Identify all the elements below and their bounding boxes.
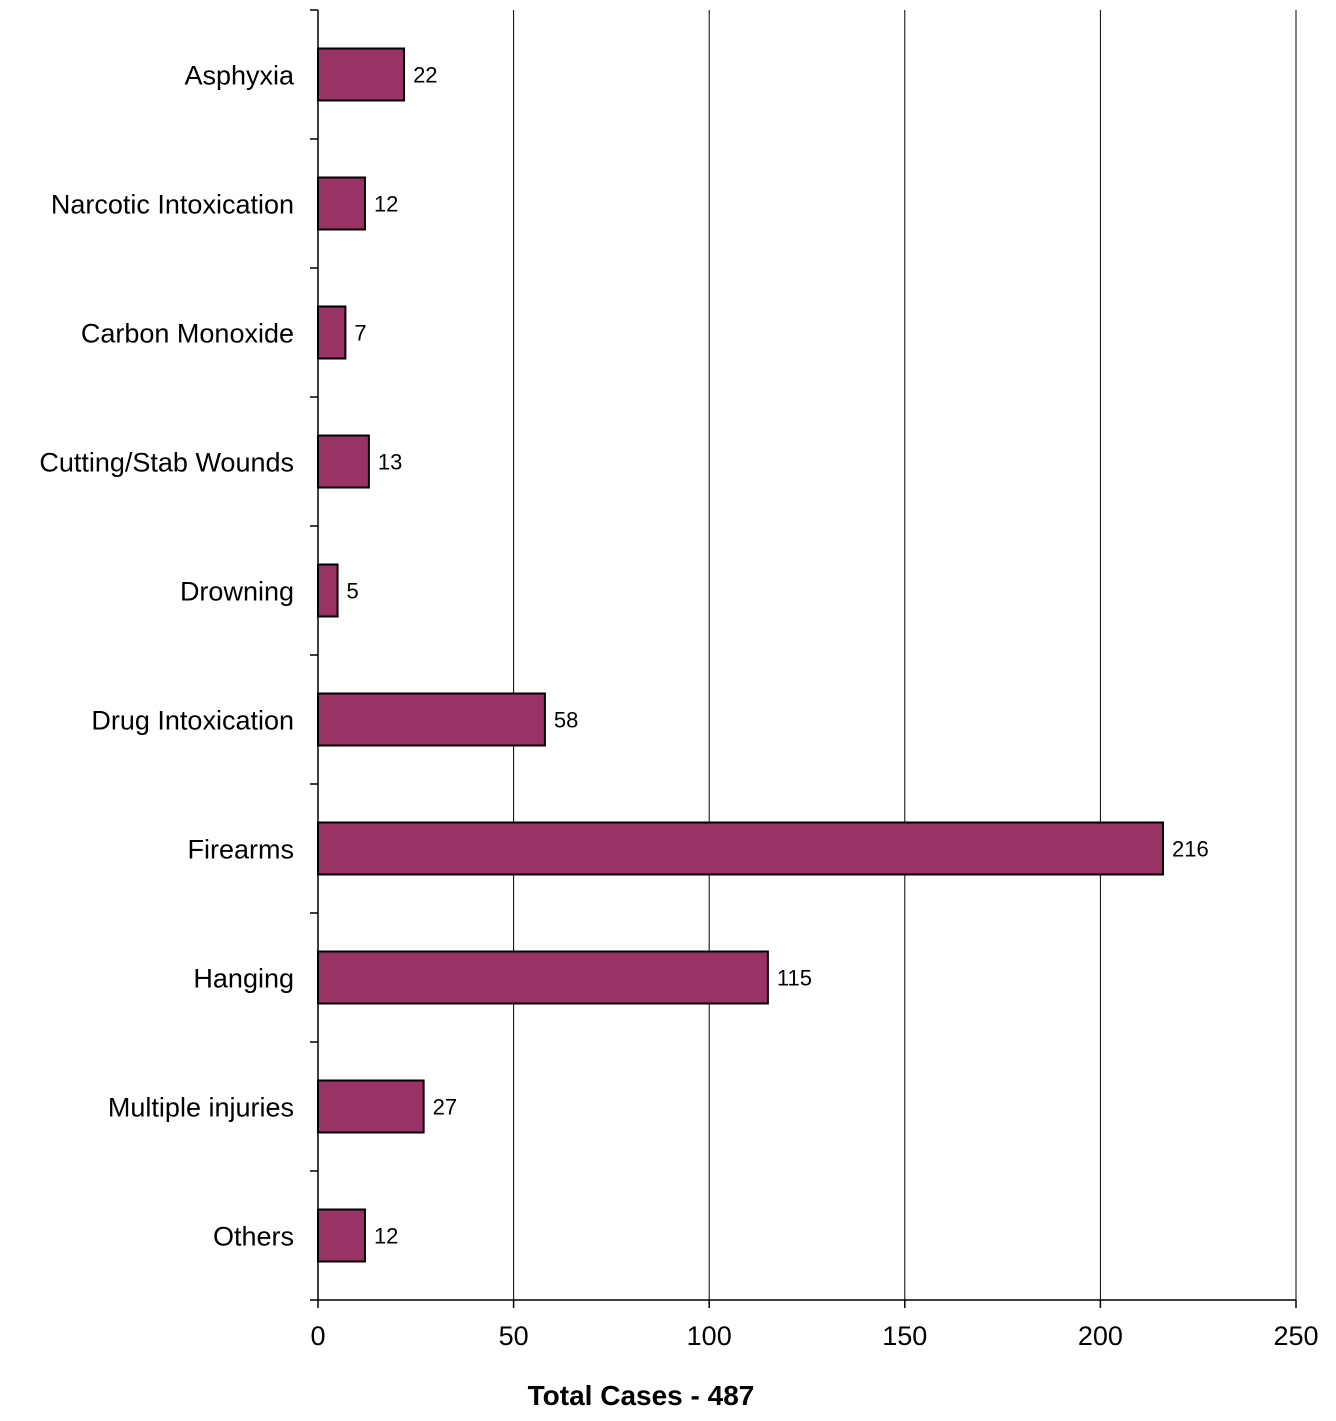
x-tick-label: 250 (1273, 1321, 1318, 1351)
data-label: 22 (413, 63, 437, 88)
x-tick-label: 0 (310, 1321, 325, 1351)
bar (317, 305, 347, 360)
axes (310, 9, 1297, 1308)
bar (317, 950, 769, 1005)
category-label: Drowning (180, 577, 294, 607)
x-tick-label: 150 (882, 1321, 927, 1351)
data-labels: 22 12 7 13 5 58 216 115 27 12 (347, 63, 1209, 1249)
category-label: Firearms (188, 835, 295, 865)
grid-lines (513, 10, 1297, 1300)
bars (317, 47, 1164, 1263)
bar (317, 1079, 425, 1134)
data-label: 27 (433, 1095, 457, 1120)
category-label: Narcotic Intoxication (51, 190, 294, 220)
x-tick-label: 200 (1078, 1321, 1123, 1351)
category-label: Others (213, 1222, 294, 1252)
bar (317, 47, 406, 102)
x-axis-title: Total Cases - 487 (528, 1380, 755, 1411)
data-label: 12 (374, 1224, 398, 1249)
category-label: Hanging (193, 964, 294, 994)
category-label: Drug Intoxication (91, 706, 294, 736)
category-label: Cutting/Stab Wounds (39, 448, 294, 478)
bar (317, 563, 339, 618)
bar (317, 1208, 366, 1263)
category-labels: Asphyxia Narcotic Intoxication Carbon Mono… (39, 61, 295, 1252)
bar (317, 821, 1164, 876)
data-label: 7 (354, 321, 366, 346)
bar (317, 692, 546, 747)
x-tick-labels: 0 50 100 150 200 250 (310, 1321, 1318, 1351)
bar (317, 434, 370, 489)
bar (317, 176, 366, 231)
category-label: Carbon Monoxide (81, 319, 294, 349)
data-label: 12 (374, 192, 398, 217)
data-label: 58 (554, 708, 578, 733)
x-tick-label: 50 (499, 1321, 529, 1351)
category-label: Asphyxia (184, 61, 295, 91)
x-tick-label: 100 (687, 1321, 732, 1351)
data-label: 5 (347, 579, 359, 604)
data-label: 13 (378, 450, 402, 475)
data-label: 216 (1172, 837, 1209, 862)
category-label: Multiple injuries (108, 1093, 294, 1123)
data-label: 115 (777, 966, 812, 991)
